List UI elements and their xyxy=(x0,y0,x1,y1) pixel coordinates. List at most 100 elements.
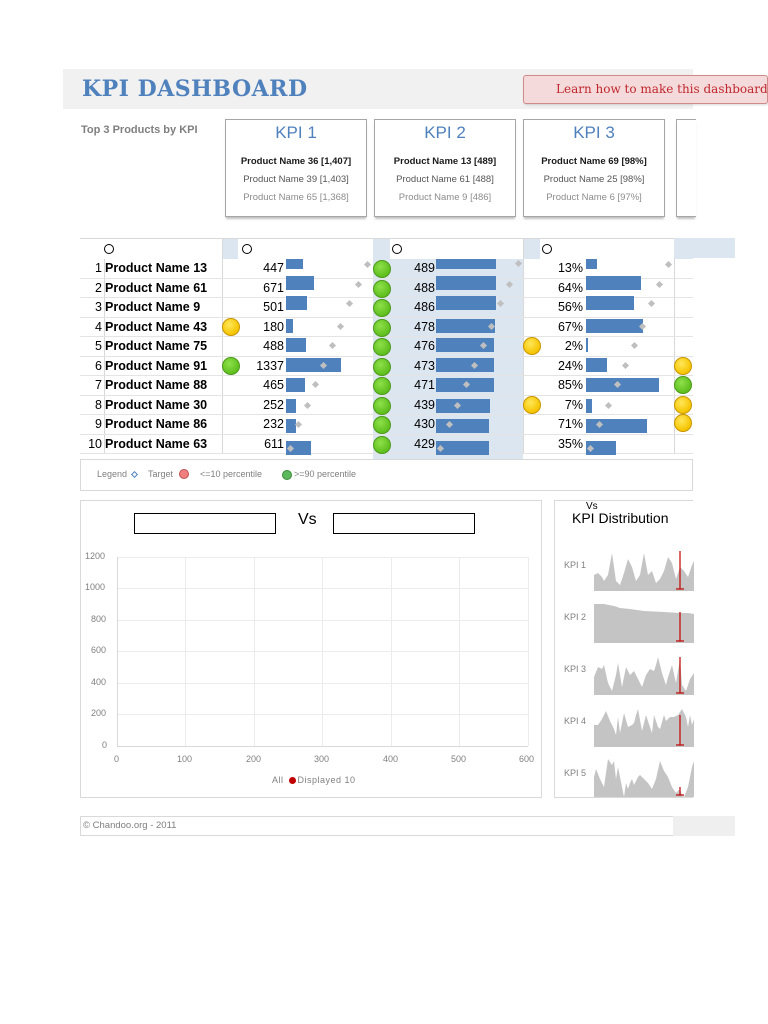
learn-how-button[interactable]: Learn how to make this dashboard xyxy=(523,75,768,104)
kpi2-value: 488 xyxy=(414,280,435,295)
green-status-icon xyxy=(373,396,391,415)
top-product-2: Product Name 25 [98%] xyxy=(543,174,645,185)
kpi2-bar xyxy=(436,338,494,352)
target-marker-icon xyxy=(647,299,656,308)
kpi3-value: 71% xyxy=(557,417,583,431)
distribution-title: KPI Distribution xyxy=(572,510,669,526)
kpi3-bar xyxy=(586,357,607,372)
legend-displayed: Displayed 10 xyxy=(297,775,356,785)
scatter-panel: Vs 1200 1000 800 600 400 200 0 0 100 200… xyxy=(80,500,542,798)
top-product-1: Product Name 36 [1,407] xyxy=(240,156,352,167)
gridline xyxy=(391,557,392,746)
target-marker-icon xyxy=(363,260,372,269)
product-name: Product Name 9 xyxy=(105,300,201,314)
dist-label-kpi1: KPI 1 xyxy=(564,560,587,570)
kpi2-header-cell xyxy=(390,239,523,259)
top-product-3: Product Name 9 [486] xyxy=(398,192,492,203)
x-tick: 400 xyxy=(383,754,399,764)
green-status-icon xyxy=(373,338,391,356)
target-marker-icon xyxy=(354,280,363,288)
target-marker-icon xyxy=(311,380,320,389)
table-row: 4 Product Name 43 180 478 67% xyxy=(80,317,693,337)
rank: 1 xyxy=(95,261,102,275)
kpi1-value: 447 xyxy=(263,261,284,275)
kpi1-bar xyxy=(286,419,296,433)
footer-copyright: © Chandoo.org - 2011 xyxy=(80,816,693,836)
kpi2-value: 489 xyxy=(414,261,435,275)
kpi2-bar xyxy=(436,419,489,433)
table-row: 6 Product Name 91 1337 473 24% xyxy=(80,356,693,376)
yellow-status-icon xyxy=(674,414,692,432)
sort-radio-kpi3[interactable] xyxy=(542,244,552,254)
kpi2-bar xyxy=(436,357,494,372)
kpi3-value: 35% xyxy=(557,436,583,451)
kpi1-bar xyxy=(286,318,293,333)
kpi-y-selector[interactable] xyxy=(333,513,475,534)
product-name: Product Name 43 xyxy=(105,319,208,334)
table-row: 3 Product Name 9 501 486 56% xyxy=(80,296,693,318)
kpi3-value: 56% xyxy=(557,300,583,314)
kpi1-bar xyxy=(286,440,311,455)
table-row: 2 Product Name 61 671 488 64% xyxy=(80,275,693,298)
y-tick: 200 xyxy=(91,708,107,718)
kpi1-value: 180 xyxy=(263,319,284,334)
kpi1-bar xyxy=(286,378,305,392)
kpi2-bar xyxy=(436,440,489,455)
kpi3-bar xyxy=(586,398,592,413)
target-marker-icon xyxy=(514,259,523,268)
y-tick: 1200 xyxy=(85,551,106,561)
rank: 3 xyxy=(95,300,102,314)
col-shade xyxy=(222,239,238,259)
target-marker-icon xyxy=(505,280,514,288)
x-tick: 100 xyxy=(177,754,193,764)
table-row: 1 Product Name 13 447 489 13% xyxy=(80,259,693,279)
kpi2-value: 430 xyxy=(414,417,435,431)
red-dot-icon xyxy=(288,777,296,784)
sort-radio-kpi2[interactable] xyxy=(392,244,402,254)
sort-radio-kpi1[interactable] xyxy=(242,244,252,254)
dist-label-kpi3: KPI 3 xyxy=(564,664,587,674)
green-status-icon xyxy=(674,376,692,394)
top-product-3: Product Name 6 [97%] xyxy=(546,192,642,203)
kpi3-bar xyxy=(586,419,647,433)
kpi2-value: 473 xyxy=(414,358,435,373)
green-status-icon xyxy=(373,279,391,298)
footer-ext xyxy=(673,816,735,836)
kpi3-bar xyxy=(586,378,659,392)
kpi3-bar xyxy=(586,440,616,455)
kpi1-value: 611 xyxy=(264,436,284,451)
kpi3-distribution-sparkline xyxy=(594,657,694,695)
kpi-x-selector[interactable] xyxy=(134,513,276,534)
kpi2-value: 429 xyxy=(414,436,435,451)
kpi4-distribution-sparkline xyxy=(594,709,694,747)
target-marker-icon xyxy=(294,420,303,429)
target-diamond-icon xyxy=(130,470,139,479)
x-tick: 0 xyxy=(114,754,120,764)
product-name: Product Name 63 xyxy=(105,436,208,451)
product-kpi-table: 1 Product Name 13 447 489 13% 2 Product … xyxy=(80,238,693,459)
dist-label-kpi5: KPI 5 xyxy=(564,768,587,778)
green-status-icon xyxy=(373,416,391,434)
kpi-card-title: KPI 1 xyxy=(275,123,317,142)
gridline xyxy=(185,557,186,746)
vs-overlay: Vs xyxy=(586,501,598,512)
sort-radio-name[interactable] xyxy=(104,244,114,254)
kpi1-bar xyxy=(286,357,341,372)
product-name: Product Name 86 xyxy=(105,417,208,431)
product-name: Product Name 91 xyxy=(105,358,208,373)
kpi2-bar xyxy=(436,398,490,413)
target-marker-icon xyxy=(664,260,673,269)
green-status-icon xyxy=(373,435,391,454)
product-name: Product Name 88 xyxy=(105,378,208,392)
vs-label: Vs xyxy=(298,511,317,528)
target-marker-icon xyxy=(336,322,345,330)
kpi3-bar xyxy=(586,259,597,269)
rank: 8 xyxy=(95,397,102,412)
kpi4-top3-card xyxy=(676,119,696,217)
table-row: 9 Product Name 86 232 430 71% xyxy=(80,414,693,435)
kpi2-value: 476 xyxy=(414,339,435,353)
kpi1-bar xyxy=(286,296,307,310)
kpi2-top3-card: KPI 2 Product Name 13 [489] Product Name… xyxy=(374,119,516,217)
red-circle-icon xyxy=(179,469,189,479)
header-ext xyxy=(674,238,735,258)
